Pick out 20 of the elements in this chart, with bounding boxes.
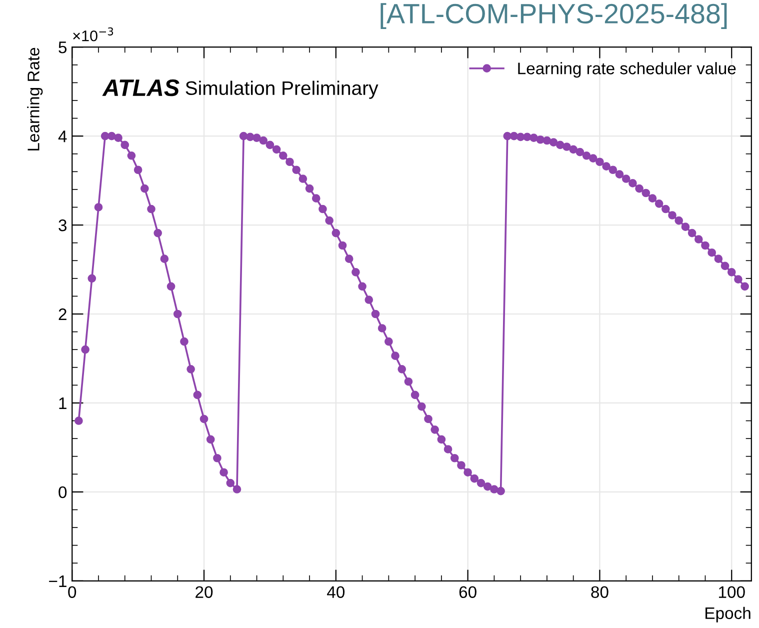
text: [ATL-COM-PHYS-2025-488] <box>380 3 727 30</box>
legend-label: Learning rate scheduler value <box>518 62 736 78</box>
x-tick-label: 80 <box>591 586 608 598</box>
y-tick-label: −1 <box>49 575 66 587</box>
y-tick-label: 0 <box>58 486 67 498</box>
x-tick-label: 20 <box>196 586 213 598</box>
x-tick-label: 0 <box>68 586 76 598</box>
y-tick-label: 1 <box>59 398 66 410</box>
annotation: Simulation Preliminary <box>186 80 378 99</box>
x-tick-label: 100 <box>718 586 745 598</box>
x-axis-title: Epoch <box>706 606 750 622</box>
x-tick-label: 60 <box>459 586 476 598</box>
text: ×10$^{−3}$ <box>73 27 114 42</box>
y-tick-label: 5 <box>58 42 67 54</box>
x-tick-label: 40 <box>327 586 345 598</box>
y-tick-label: 4 <box>58 130 67 142</box>
y-tick-label: 2 <box>58 308 66 320</box>
y-axis-title: Learning Rate <box>27 48 43 150</box>
annotation: ATLAS <box>102 79 180 96</box>
y-tick-label: 3 <box>58 219 67 232</box>
